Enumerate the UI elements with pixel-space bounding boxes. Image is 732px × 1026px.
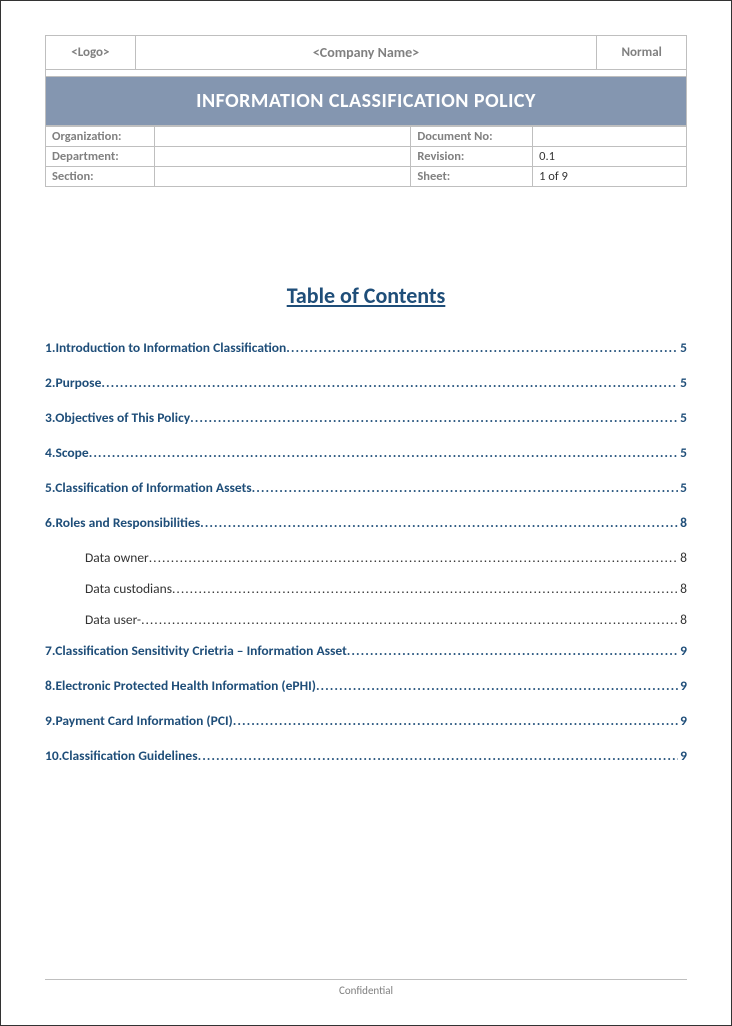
spacer xyxy=(46,70,687,77)
toc-leader-dots xyxy=(172,580,678,597)
mode-cell: Normal xyxy=(597,36,687,70)
toc-subentry[interactable]: Data user- 8 xyxy=(85,611,687,628)
toc-leader-dots xyxy=(198,747,679,764)
toc-leader-dots xyxy=(89,444,678,461)
toc-entry[interactable]: 6.Roles and Responsibilities 8 xyxy=(45,514,687,531)
toc-entry-page: 9 xyxy=(678,677,687,694)
toc-entry-page: 8 xyxy=(678,549,687,566)
toc-entry-page: 8 xyxy=(678,611,687,628)
toc-entry-page: 5 xyxy=(678,409,687,426)
sheet-label: Sheet: xyxy=(411,167,533,187)
toc-leader-dots xyxy=(316,677,678,694)
toc-entry-title: 3.Objectives of This Policy xyxy=(45,409,190,426)
toc-leader-dots xyxy=(141,611,678,628)
toc-entry-title: 9.Payment Card Information (PCI) xyxy=(45,712,233,729)
toc-entry[interactable]: 8.Electronic Protected Health Informatio… xyxy=(45,677,687,694)
toc-leader-dots xyxy=(149,549,678,566)
toc-entry-title: 8.Electronic Protected Health Informatio… xyxy=(45,677,316,694)
toc-entry-title: 10.Classification Guidelines xyxy=(45,747,198,764)
toc-entry-page: 9 xyxy=(678,642,687,659)
toc-entry-title: 5.Classification of Information Assets xyxy=(45,479,252,496)
toc-entry-title: 2.Purpose xyxy=(45,374,101,391)
dept-label: Department: xyxy=(46,147,155,167)
meta-table: Organization: Document No: Department: R… xyxy=(45,126,687,187)
section-label: Section: xyxy=(46,167,155,187)
toc-entry[interactable]: 1.Introduction to Information Classifica… xyxy=(45,339,687,356)
toc-leader-dots xyxy=(200,514,678,531)
toc-entry-page: 5 xyxy=(678,374,687,391)
footer-text: Confidential xyxy=(45,984,687,997)
toc-heading-text: Table of Contents xyxy=(287,282,446,309)
org-label: Organization: xyxy=(46,127,155,147)
toc-entry[interactable]: 7.Classification Sensitivity Crietria – … xyxy=(45,642,687,659)
toc-entry[interactable]: 2.Purpose 5 xyxy=(45,374,687,391)
sheet-value: 1 of 9 xyxy=(533,167,687,187)
footer: Confidential xyxy=(45,979,687,997)
toc-entry-page: 8 xyxy=(678,580,687,597)
toc-entry[interactable]: 10.Classification Guidelines 9 xyxy=(45,747,687,764)
toc-entry[interactable]: 4.Scope 5 xyxy=(45,444,687,461)
table-of-contents: 1.Introduction to Information Classifica… xyxy=(45,339,687,764)
toc-entry-title: Data user- xyxy=(85,611,141,628)
toc-leader-dots xyxy=(347,642,678,659)
toc-leader-dots xyxy=(252,479,679,496)
header-table: <Logo> <Company Name> Normal INFORMATION… xyxy=(45,35,687,126)
footer-divider xyxy=(45,979,687,980)
toc-entry-page: 5 xyxy=(678,339,687,356)
docno-label: Document No: xyxy=(411,127,533,147)
toc-entry-page: 8 xyxy=(678,514,687,531)
section-value xyxy=(154,167,410,187)
toc-entry-page: 5 xyxy=(678,479,687,496)
toc-heading: Table of Contents xyxy=(45,282,687,309)
toc-subentry[interactable]: Data owner 8 xyxy=(85,549,687,566)
toc-entry-title: 7.Classification Sensitivity Crietria – … xyxy=(45,642,347,659)
toc-leader-dots xyxy=(101,374,678,391)
logo-cell: <Logo> xyxy=(46,36,136,70)
docno-value xyxy=(533,127,687,147)
toc-entry-title: 6.Roles and Responsibilities xyxy=(45,514,200,531)
toc-entry[interactable]: 5.Classification of Information Assets 5 xyxy=(45,479,687,496)
toc-entry-title: 1.Introduction to Information Classifica… xyxy=(45,339,286,356)
document-title: INFORMATION CLASSIFICATION POLICY xyxy=(46,77,687,126)
toc-entry[interactable]: 9.Payment Card Information (PCI) 9 xyxy=(45,712,687,729)
toc-entry-title: 4.Scope xyxy=(45,444,89,461)
dept-value xyxy=(154,147,410,167)
rev-label: Revision: xyxy=(411,147,533,167)
toc-entry-title: Data owner xyxy=(85,549,149,566)
toc-leader-dots xyxy=(233,712,678,729)
toc-entry-page: 9 xyxy=(678,712,687,729)
org-value xyxy=(154,127,410,147)
toc-entry-page: 9 xyxy=(678,747,687,764)
toc-leader-dots xyxy=(190,409,678,426)
toc-subentry[interactable]: Data custodians 8 xyxy=(85,580,687,597)
company-cell: <Company Name> xyxy=(135,36,597,70)
toc-entry-title: Data custodians xyxy=(85,580,172,597)
toc-entry-page: 5 xyxy=(678,444,687,461)
toc-leader-dots xyxy=(286,339,678,356)
toc-entry[interactable]: 3.Objectives of This Policy 5 xyxy=(45,409,687,426)
rev-value: 0.1 xyxy=(533,147,687,167)
